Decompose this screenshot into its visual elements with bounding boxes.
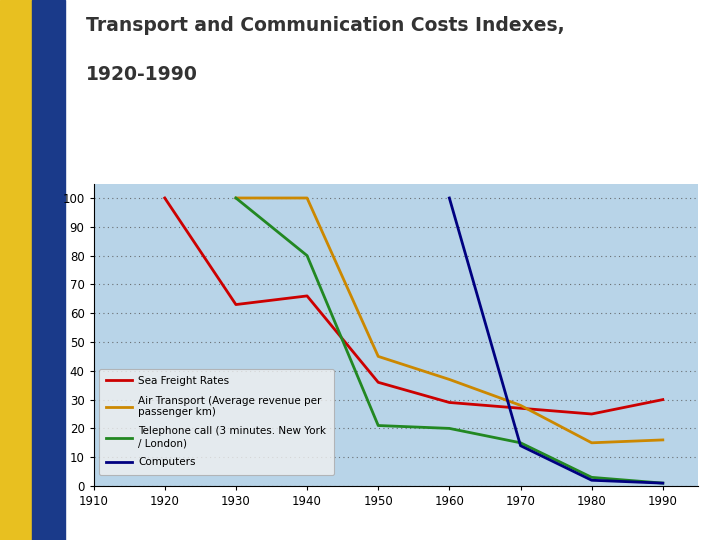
Text: 1920-1990: 1920-1990: [86, 65, 198, 84]
Legend: Sea Freight Rates, Air Transport (Average revenue per
passenger km), Telephone c: Sea Freight Rates, Air Transport (Averag…: [99, 369, 333, 475]
Text: Transport and Communication Costs Indexes,: Transport and Communication Costs Indexe…: [86, 16, 565, 35]
